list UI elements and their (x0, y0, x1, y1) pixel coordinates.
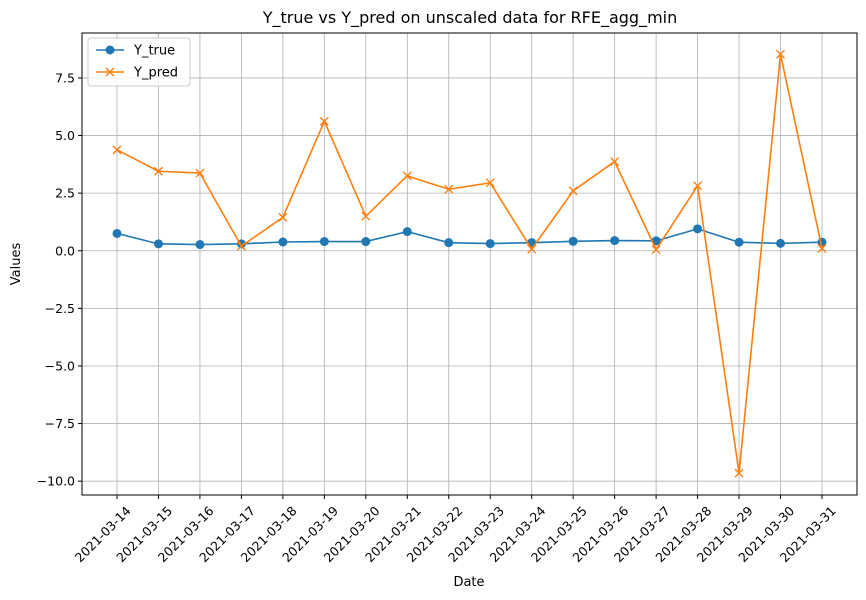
legend: Y_true Y_pred (88, 38, 190, 86)
data-point (361, 237, 370, 246)
data-point (113, 229, 122, 238)
y-tick-label: 0.0 (55, 243, 75, 258)
data-point (776, 239, 785, 248)
data-point (486, 239, 495, 248)
chart-title: Y_true vs Y_pred on unscaled data for RF… (262, 8, 678, 28)
data-point (320, 237, 329, 246)
legend-label: Y_pred (133, 66, 178, 81)
plot-area (82, 33, 857, 495)
y-tick-label: 2.5 (55, 186, 75, 201)
data-point (403, 227, 412, 236)
data-point (735, 238, 744, 247)
data-point (278, 237, 287, 246)
data-point (444, 238, 453, 247)
x-axis-title: Date (453, 575, 484, 590)
legend-marker (106, 46, 115, 55)
data-point (569, 237, 578, 246)
y-tick-label: −7.5 (45, 416, 75, 431)
data-point (195, 240, 204, 249)
data-point (154, 239, 163, 248)
y-tick-label: −2.5 (45, 301, 75, 316)
y-tick-label: −5.0 (45, 358, 75, 373)
legend-label: Y_true (133, 44, 175, 59)
data-point (610, 236, 619, 245)
y-tick-label: 7.5 (55, 70, 75, 85)
y-tick-label: −10.0 (37, 474, 75, 489)
data-point (693, 224, 702, 233)
y-tick-label: 5.0 (55, 128, 75, 143)
y-axis-title: Values (9, 243, 24, 286)
